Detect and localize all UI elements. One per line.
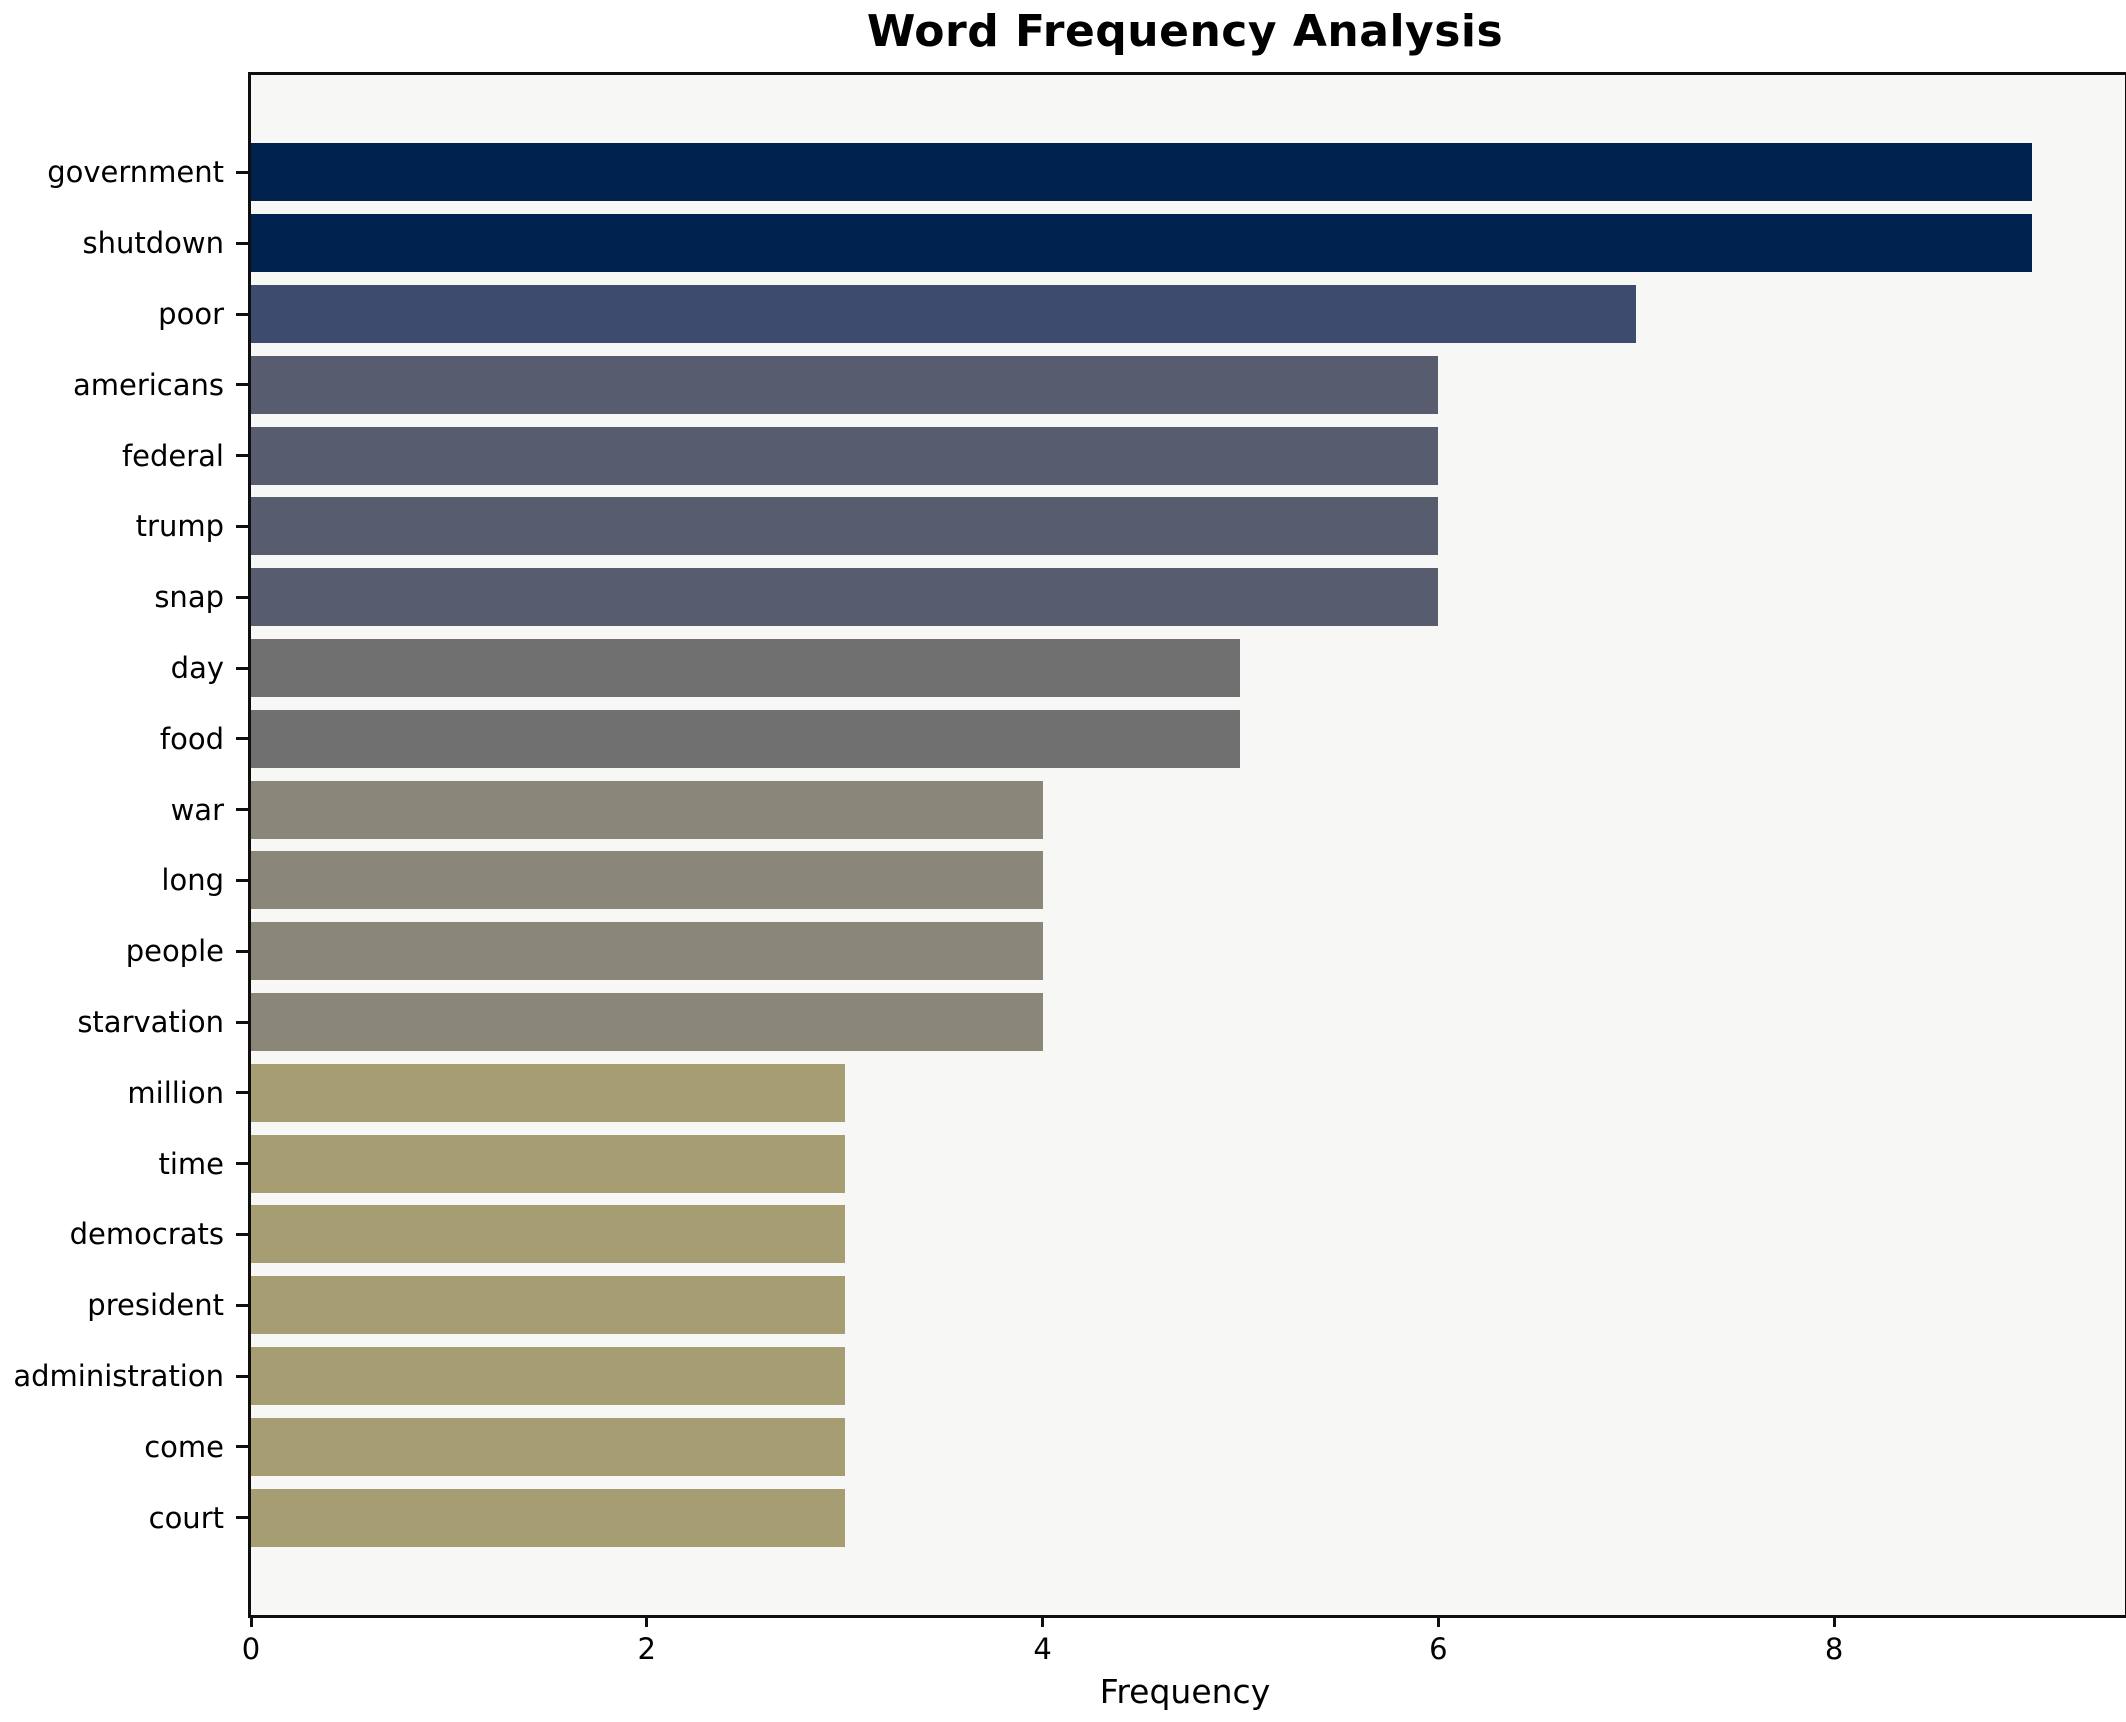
plot-area xyxy=(248,72,2126,1618)
y-tick-label: day xyxy=(170,651,224,685)
y-tick xyxy=(236,1020,248,1024)
y-tick-label: million xyxy=(127,1075,224,1110)
x-tick-label: 8 xyxy=(1824,1632,1844,1666)
x-tick xyxy=(1041,1615,1045,1627)
y-tick-label: snap xyxy=(154,580,224,615)
bar-starvation xyxy=(251,993,1043,1051)
y-tick-label: poor xyxy=(158,297,224,331)
bar-war xyxy=(251,780,1043,839)
y-tick xyxy=(236,524,248,528)
y-tick xyxy=(236,1303,248,1307)
bar-federal xyxy=(251,426,1439,485)
y-tick xyxy=(236,170,248,174)
y-tick-label: shutdown xyxy=(82,226,225,261)
y-tick-label: americans xyxy=(72,367,224,402)
bar-administration xyxy=(251,1347,845,1405)
bar-poor xyxy=(251,285,1637,343)
y-tick-label: federal xyxy=(121,438,224,473)
bar-trump xyxy=(251,497,1439,556)
bar-americans xyxy=(251,355,1439,414)
bar-government xyxy=(251,143,2032,202)
bar-snap xyxy=(251,568,1439,627)
y-tick xyxy=(236,1374,248,1378)
x-tick-label: 4 xyxy=(1033,1632,1052,1666)
bar-people xyxy=(251,922,1043,981)
y-tick xyxy=(236,1232,248,1236)
y-tick xyxy=(236,737,248,741)
y-tick-label: people xyxy=(125,934,224,969)
x-tick-label: 2 xyxy=(637,1632,656,1666)
y-tick-label: long xyxy=(161,863,224,898)
y-tick xyxy=(236,1091,248,1095)
chart-title: Word Frequency Analysis xyxy=(866,6,1504,57)
y-tick xyxy=(236,808,248,812)
bar-long xyxy=(251,851,1043,910)
x-tick xyxy=(249,1615,253,1627)
y-tick xyxy=(236,1162,248,1166)
y-tick xyxy=(236,949,248,953)
bar-day xyxy=(251,639,1241,697)
x-tick xyxy=(1832,1615,1836,1627)
y-tick xyxy=(236,878,248,882)
bar-million xyxy=(251,1063,845,1122)
y-tick xyxy=(236,383,248,387)
bar-court xyxy=(251,1488,845,1547)
y-tick xyxy=(236,312,248,316)
y-tick xyxy=(236,1516,248,1520)
x-tick-label: 0 xyxy=(241,1632,261,1666)
y-tick-label: democrats xyxy=(69,1217,224,1252)
y-tick xyxy=(236,666,248,670)
bar-come xyxy=(251,1417,845,1476)
y-tick-label: time xyxy=(158,1146,224,1181)
y-tick-label: administration xyxy=(13,1359,224,1393)
x-tick xyxy=(645,1615,649,1627)
bar-shutdown xyxy=(251,214,2032,273)
y-tick-label: war xyxy=(170,792,224,827)
x-tick-label: 6 xyxy=(1429,1632,1448,1666)
y-tick-label: come xyxy=(144,1429,224,1464)
y-tick xyxy=(236,595,248,599)
x-axis-label: Frequency xyxy=(1099,1672,1271,1711)
y-tick xyxy=(236,1445,248,1449)
y-tick-label: trump xyxy=(135,509,224,544)
y-tick-label: starvation xyxy=(77,1005,224,1039)
x-tick xyxy=(1436,1615,1440,1627)
y-tick xyxy=(236,454,248,458)
y-tick-label: president xyxy=(87,1288,224,1323)
bar-president xyxy=(251,1276,845,1335)
bar-food xyxy=(251,709,1241,768)
y-tick-label: court xyxy=(148,1500,224,1535)
y-tick-label: government xyxy=(47,155,224,190)
y-tick xyxy=(236,241,248,245)
y-tick-label: food xyxy=(159,721,224,756)
bar-time xyxy=(251,1134,845,1193)
bar-democrats xyxy=(251,1205,845,1264)
